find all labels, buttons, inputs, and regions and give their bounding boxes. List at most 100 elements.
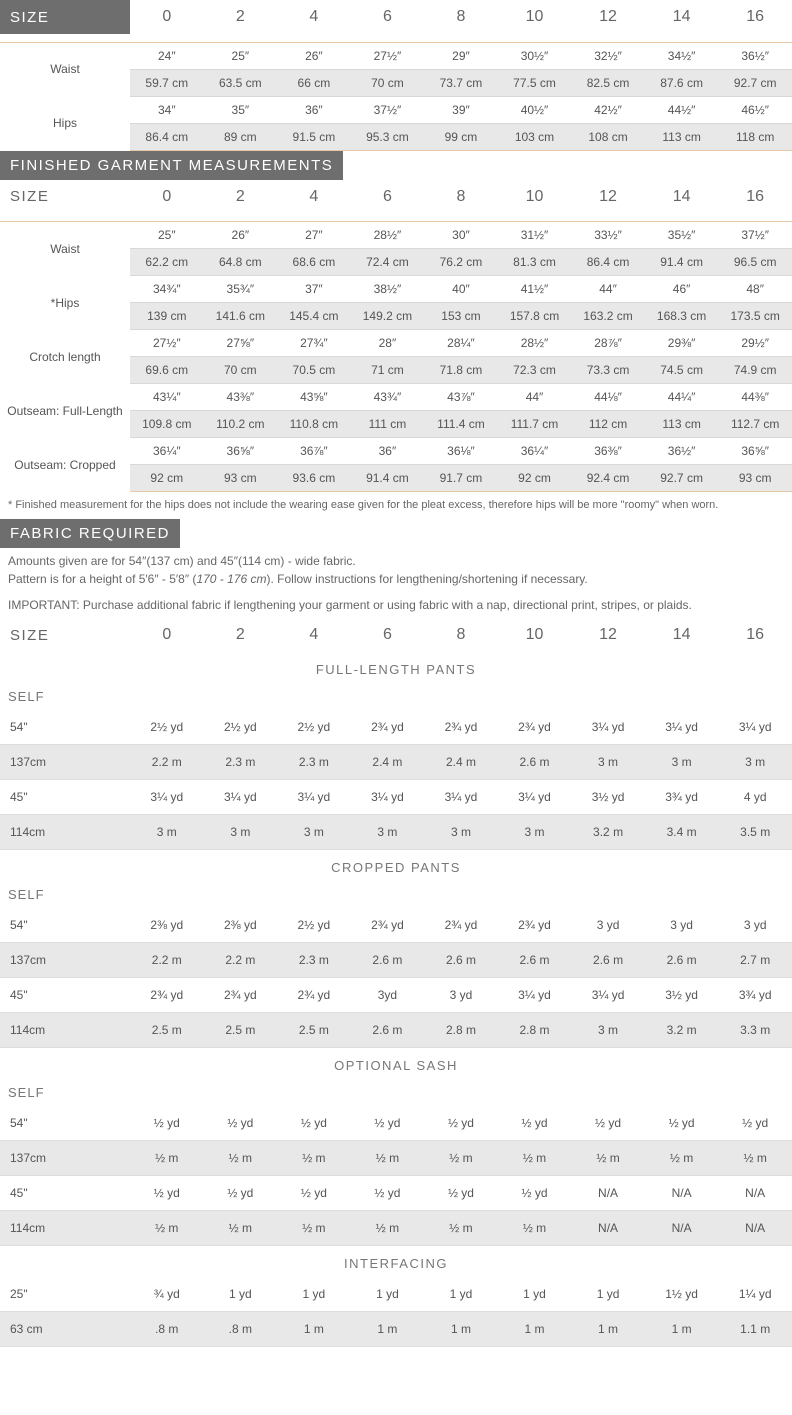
measurement-value-cm: 99 cm: [424, 123, 498, 150]
fabric-row-label: 114cm: [0, 815, 130, 850]
fabric-row-label: 137cm: [0, 745, 130, 780]
measurement-value: 44⅛″: [571, 384, 645, 411]
fabric-value: 1 m: [351, 1312, 425, 1347]
fabric-value: 2.4 m: [351, 745, 425, 780]
measurement-value: 34¾″: [130, 276, 204, 303]
measurement-value-cm: 112 cm: [571, 411, 645, 438]
fabric-value: 1 yd: [351, 1277, 425, 1312]
measurement-value: 34″: [130, 96, 204, 123]
measurement-label: Crotch length: [0, 330, 130, 384]
measurement-value-cm: 92.7 cm: [645, 465, 719, 492]
measurement-value: 35¾″: [204, 276, 278, 303]
fabric-value: 2.2 m: [204, 943, 278, 978]
size-col: 14: [645, 618, 719, 652]
size-col: 14: [645, 180, 719, 214]
fabric-section-title: CROPPED PANTS: [0, 850, 792, 881]
fabric-value: 2⅜ yd: [204, 908, 278, 943]
measurement-value-cm: 163.2 cm: [571, 303, 645, 330]
measurement-value: 40″: [424, 276, 498, 303]
measurement-value: 36⅞″: [277, 438, 351, 465]
fabric-value: 2¾ yd: [130, 978, 204, 1013]
fabric-table: 54"2⅜ yd2⅜ yd2½ yd2¾ yd2¾ yd2¾ yd3 yd3 y…: [0, 908, 792, 1048]
size-col: 6: [351, 180, 425, 214]
fabric-section-title: INTERFACING: [0, 1246, 792, 1277]
fabric-value: 3yd: [351, 978, 425, 1013]
fabric-value: 2½ yd: [130, 710, 204, 745]
fabric-value: 3 yd: [718, 908, 792, 943]
fabric-value: 4 yd: [718, 780, 792, 815]
fabric-value: ½ m: [277, 1141, 351, 1176]
measurement-value-cm: 76.2 cm: [424, 249, 498, 276]
fabric-row-label: 114cm: [0, 1013, 130, 1048]
fabric-row-label: 54": [0, 1106, 130, 1141]
size-col: 0: [130, 618, 204, 652]
size-col: 10: [498, 618, 572, 652]
fabric-value: 2.3 m: [277, 943, 351, 978]
fabric-value: 2.6 m: [498, 745, 572, 780]
fabric-value: 3.3 m: [718, 1013, 792, 1048]
measurement-value: 30″: [424, 222, 498, 249]
measurement-value-cm: 82.5 cm: [571, 69, 645, 96]
measurement-value-cm: 73.3 cm: [571, 357, 645, 384]
measurement-value: 36¼″: [498, 438, 572, 465]
fabric-value: ½ m: [424, 1141, 498, 1176]
size-col: 16: [718, 180, 792, 214]
measurement-value: 28⅞″: [571, 330, 645, 357]
measurement-value-cm: 108 cm: [571, 123, 645, 150]
size-col: 10: [498, 180, 572, 214]
fabric-value: 3.4 m: [645, 815, 719, 850]
fabric-value: 3 m: [130, 815, 204, 850]
measurement-value: 26″: [204, 222, 278, 249]
size-col: 16: [718, 0, 792, 34]
fabric-value: 2½ yd: [277, 908, 351, 943]
measurement-value-cm: 87.6 cm: [645, 69, 719, 96]
fabric-value: 3¾ yd: [718, 978, 792, 1013]
fabric-value: 2.4 m: [424, 745, 498, 780]
measurement-value-cm: 64.8 cm: [204, 249, 278, 276]
fgm-size-header: SIZE 0 2 4 6 8 10 12 14 16: [0, 180, 792, 223]
measurement-value-cm: 92 cm: [130, 465, 204, 492]
measurement-value: 29½″: [718, 330, 792, 357]
measurement-label: Hips: [0, 96, 130, 150]
measurement-value: 36″: [277, 96, 351, 123]
size-col: 10: [498, 0, 572, 34]
fabric-value: 2.6 m: [351, 1013, 425, 1048]
measurement-value: 27″: [277, 222, 351, 249]
fabric-value: ½ yd: [204, 1106, 278, 1141]
measurement-value: 28½″: [351, 222, 425, 249]
measurement-value-cm: 168.3 cm: [645, 303, 719, 330]
fabric-value: N/A: [645, 1211, 719, 1246]
fabric-value: ½ yd: [571, 1106, 645, 1141]
measurement-value: 44¼″: [645, 384, 719, 411]
fabric-value: 2.5 m: [277, 1013, 351, 1048]
measurement-value: 36″: [351, 438, 425, 465]
measurement-value: 36½″: [645, 438, 719, 465]
size-col: 0: [130, 180, 204, 214]
fabric-intro: Amounts given are for 54″(137 cm) and 45…: [0, 548, 792, 618]
fabric-value: ½ yd: [498, 1176, 572, 1211]
measurement-value-cm: 77.5 cm: [498, 69, 572, 96]
measurement-value-cm: 68.6 cm: [277, 249, 351, 276]
size-col: 14: [645, 0, 719, 34]
fabric-value: N/A: [718, 1211, 792, 1246]
fabric-value: ½ m: [130, 1211, 204, 1246]
fabric-row-label: 63 cm: [0, 1312, 130, 1347]
fabric-value: 2¾ yd: [424, 710, 498, 745]
fabric-value: 3¼ yd: [130, 780, 204, 815]
fabric-value: 2.6 m: [498, 943, 572, 978]
fabric-row-label: 25": [0, 1277, 130, 1312]
fabric-value: N/A: [571, 1211, 645, 1246]
measurement-value-cm: 66 cm: [277, 69, 351, 96]
fabric-value: 2¾ yd: [498, 710, 572, 745]
measurement-value-cm: 91.4 cm: [351, 465, 425, 492]
measurement-value: 33½″: [571, 222, 645, 249]
measurement-value: 46½″: [718, 96, 792, 123]
fabric-value: 1 yd: [277, 1277, 351, 1312]
body-measurements-table: Waist24″25″26″27½″29″30½″32½″34½″36½″59.…: [0, 43, 792, 151]
measurement-value: 25″: [130, 222, 204, 249]
measurement-value: 44″: [498, 384, 572, 411]
measurement-value-cm: 111 cm: [351, 411, 425, 438]
measurement-value-cm: 149.2 cm: [351, 303, 425, 330]
fabric-value: 3¾ yd: [645, 780, 719, 815]
size-col: 0: [130, 0, 204, 34]
